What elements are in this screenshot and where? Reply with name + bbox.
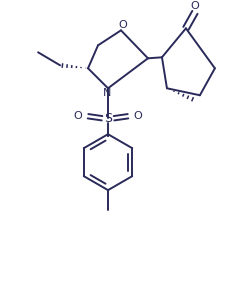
Text: O: O bbox=[191, 1, 199, 11]
Text: S: S bbox=[104, 112, 112, 125]
Text: O: O bbox=[119, 20, 127, 30]
Text: O: O bbox=[134, 111, 142, 121]
Text: O: O bbox=[74, 111, 82, 121]
Text: N: N bbox=[103, 88, 111, 98]
